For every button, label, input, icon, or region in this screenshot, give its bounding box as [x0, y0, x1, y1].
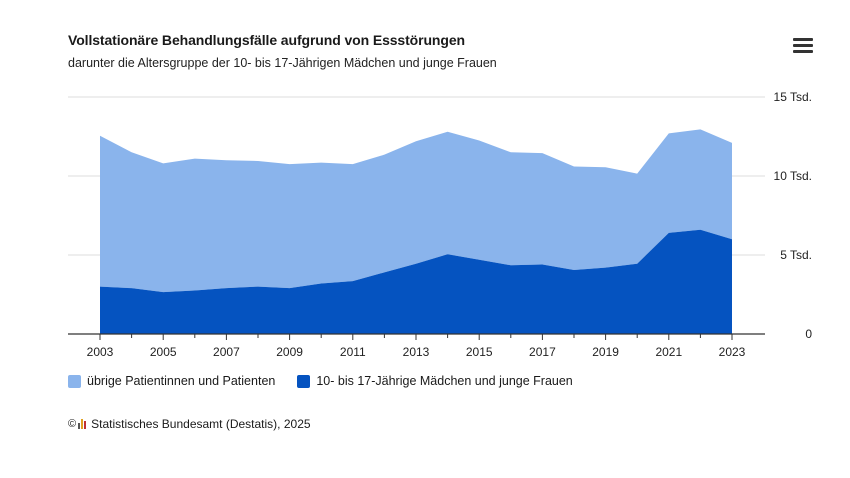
menu-bar: [793, 38, 813, 41]
x-tick-label: 2003: [87, 345, 114, 359]
x-tick-label: 2013: [403, 345, 430, 359]
x-tick-label: 2023: [719, 345, 746, 359]
source-note: © Statistisches Bundesamt (Destatis), 20…: [68, 417, 311, 431]
legend-item-others[interactable]: übrige Patientinnen und Patienten: [68, 374, 275, 388]
copyright-icon: ©: [68, 418, 77, 430]
x-tick-label: 2019: [592, 345, 619, 359]
x-tick-label: 2021: [655, 345, 682, 359]
series-area-others: [100, 129, 732, 293]
y-tick-label: 15 Tsd.: [774, 90, 812, 104]
y-tick-label: 0: [805, 327, 812, 341]
hamburger-menu-icon[interactable]: [793, 38, 813, 58]
source-text: Statistisches Bundesamt (Destatis), 2025: [91, 417, 311, 431]
y-tick-label: 10 Tsd.: [774, 169, 812, 183]
destatis-logo-icon: [78, 419, 87, 429]
legend-label-others: übrige Patientinnen und Patienten: [87, 374, 276, 388]
legend-label-girls: 10- bis 17-Jährige Mädchen und junge Fra…: [316, 374, 573, 388]
legend-item-girls[interactable]: 10- bis 17-Jährige Mädchen und junge Fra…: [297, 374, 573, 388]
menu-bar: [793, 50, 813, 53]
series-area-girls: [100, 229, 732, 334]
y-tick-label: 5 Tsd.: [780, 248, 812, 262]
chart-subtitle: darunter die Altersgruppe der 10- bis 17…: [68, 56, 497, 70]
x-tick-label: 2007: [213, 345, 240, 359]
x-tick-label: 2009: [276, 345, 303, 359]
menu-bar: [793, 44, 813, 47]
chart-title: Vollstationäre Behandlungsfälle aufgrund…: [68, 32, 465, 48]
legend-swatch-girls: [297, 374, 311, 388]
legend-swatch-others: [68, 374, 81, 388]
x-tick-label: 2011: [340, 345, 366, 359]
legend: übrige Patientinnen und Patienten 10- bi…: [68, 374, 595, 388]
x-tick-label: 2017: [529, 345, 556, 359]
x-tick-label: 2015: [466, 345, 493, 359]
x-tick-label: 2005: [150, 345, 177, 359]
